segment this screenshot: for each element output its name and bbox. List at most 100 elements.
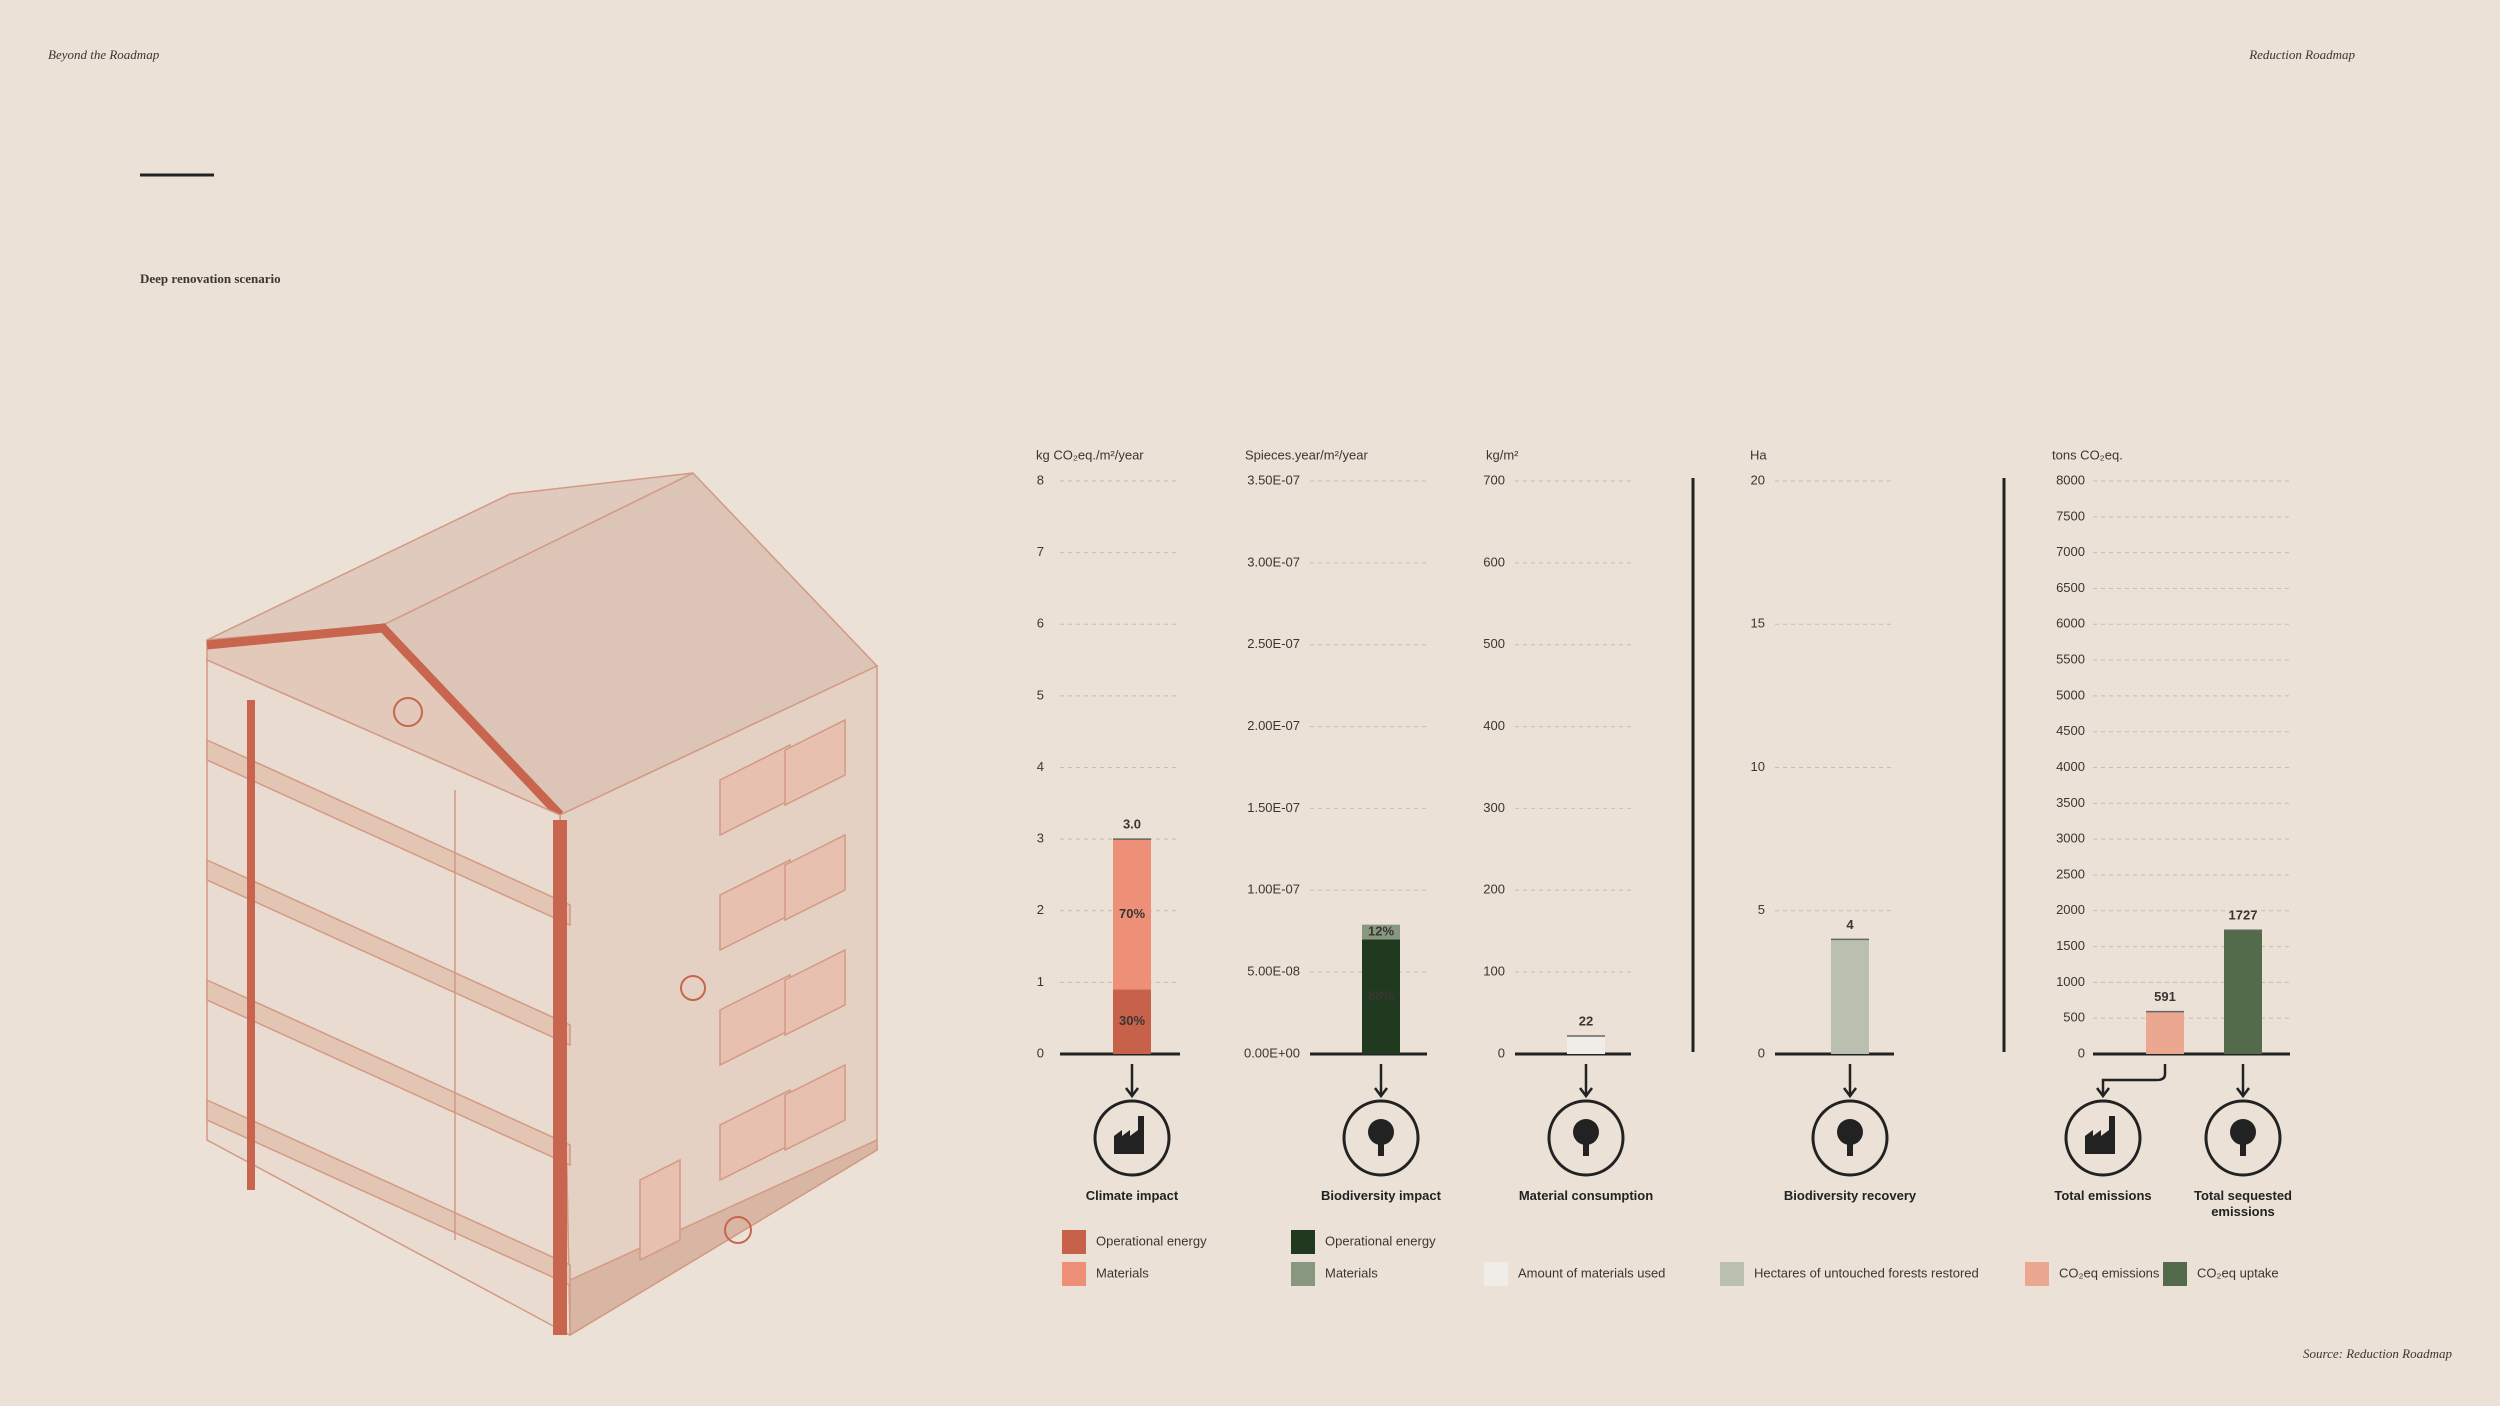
y-tick-label: 5: [1758, 902, 1765, 917]
y-tick-label: 2000: [2056, 902, 2085, 917]
legend-label: Operational energy: [1325, 1233, 1436, 1248]
unit-label: kg/m²: [1486, 447, 1519, 462]
arrowhead: [1843, 1087, 1857, 1099]
y-tick-label: 1.00E-07: [1247, 882, 1300, 897]
y-tick-label: 4500: [2056, 723, 2085, 738]
value-label: 4: [1846, 917, 1854, 932]
bar: [1362, 924, 1400, 940]
value-label: 591: [2154, 989, 2176, 1004]
y-tick-label: 20: [1751, 472, 1765, 487]
y-tick-label: 2.50E-07: [1247, 636, 1300, 651]
share-label: 88%: [1368, 988, 1394, 1003]
y-tick-label: 2.00E-07: [1247, 718, 1300, 733]
building-illustration: [206, 472, 879, 1337]
y-tick-label: 700: [1483, 472, 1505, 487]
y-tick-label: 6000: [2056, 616, 2085, 631]
y-tick-label: 400: [1483, 718, 1505, 733]
arrowhead: [1374, 1087, 1388, 1099]
title: Deep renovation scenario: [140, 271, 281, 286]
total-label: 3.0: [1123, 817, 1141, 832]
legend-label: CO₂eq uptake: [2197, 1265, 2279, 1280]
unit-label: tons CO₂eq.: [2052, 447, 2123, 462]
category-label: Total sequested emissions: [2193, 1188, 2292, 1219]
y-tick-label: 3500: [2056, 795, 2085, 810]
icon: [2204, 1099, 2282, 1177]
y-tick-label: 200: [1483, 882, 1505, 897]
y-tick-label: 7000: [2056, 544, 2085, 559]
y-tick-label: 3.50E-07: [1247, 472, 1300, 487]
category-label: Biodiversity impact: [1321, 1188, 1441, 1203]
share-label: 12%: [1368, 923, 1394, 938]
icon-glyph: [1114, 1116, 1144, 1154]
y-tick-label: 1000: [2056, 974, 2085, 989]
value-label: 1727: [2229, 908, 2258, 923]
legend-label: Amount of materials used: [1518, 1265, 1665, 1280]
legend-swatch: [1484, 1262, 1508, 1286]
legend-label: Hectares of untouched forests restored: [1754, 1265, 1979, 1280]
unit-label: Spieces.year/m²/year: [1245, 447, 1368, 462]
legend-label: Operational energy: [1096, 1233, 1207, 1248]
y-tick-label: 0.00E+00: [1244, 1045, 1300, 1060]
y-tick-label: 4000: [2056, 759, 2085, 774]
legend-label: CO₂eq emissions: [2059, 1265, 2160, 1280]
category-label: Total emissions: [2054, 1188, 2152, 1203]
y-tick-label: 5500: [2056, 652, 2085, 667]
unit-label: kg CO₂eq./m²/year: [1036, 447, 1144, 462]
y-tick-label: 8: [1037, 472, 1044, 487]
y-tick-label: 600: [1483, 554, 1505, 569]
category-label: Climate impact: [1085, 1188, 1179, 1203]
icon-glyph: [2230, 1119, 2256, 1145]
y-tick-label: 300: [1483, 800, 1505, 815]
y-tick-label: 5000: [2056, 687, 2085, 702]
y-tick-label: 5.00E-08: [1247, 964, 1300, 979]
y-tick-label: 2: [1037, 902, 1044, 917]
icon-glyph: [1378, 1142, 1384, 1156]
legend-swatch: [2025, 1262, 2049, 1286]
icon-glyph: [1847, 1142, 1853, 1156]
header-left: Beyond the Roadmap: [48, 47, 160, 62]
legend-label: Materials: [1096, 1265, 1149, 1280]
y-tick-label: 5: [1037, 687, 1044, 702]
y-tick-label: 100: [1483, 964, 1505, 979]
bar: [1113, 839, 1151, 990]
legend-swatch: [1720, 1262, 1744, 1286]
legend-swatch: [1291, 1230, 1315, 1254]
arrowhead: [1579, 1087, 1593, 1099]
header-right: Reduction Roadmap: [2248, 47, 2355, 62]
legend-label: Materials: [1325, 1265, 1378, 1280]
icon: [1342, 1099, 1420, 1177]
share-label: 30%: [1119, 1013, 1145, 1028]
bar: [1113, 989, 1151, 1054]
bar: [1831, 939, 1869, 1054]
y-tick-label: 0: [1758, 1045, 1765, 1060]
unit-label: Ha: [1750, 447, 1767, 462]
value-label: 22: [1579, 1013, 1593, 1028]
y-tick-label: 0: [1498, 1045, 1505, 1060]
bar: [1567, 1035, 1605, 1054]
y-tick-label: 3.00E-07: [1247, 554, 1300, 569]
arrowhead: [2236, 1087, 2250, 1099]
bar: [2224, 930, 2262, 1054]
y-tick-label: 6: [1037, 616, 1044, 631]
arrow: [2101, 1064, 2167, 1094]
y-tick-label: 0: [1037, 1045, 1044, 1060]
y-tick-label: 4: [1037, 759, 1044, 774]
y-tick-label: 1: [1037, 974, 1044, 989]
icon-glyph: [1837, 1119, 1863, 1145]
legend-swatch: [1062, 1262, 1086, 1286]
legend-swatch: [1291, 1262, 1315, 1286]
icon: [1547, 1099, 1625, 1177]
legend-swatch: [2163, 1262, 2187, 1286]
y-tick-label: 7500: [2056, 508, 2085, 523]
icon: [2064, 1099, 2142, 1177]
category-label: Biodiversity recovery: [1783, 1188, 1917, 1203]
y-tick-label: 500: [2063, 1010, 2085, 1025]
y-tick-label: 6500: [2056, 580, 2085, 595]
y-tick-label: 15: [1751, 616, 1765, 631]
y-tick-label: 3000: [2056, 831, 2085, 846]
share-label: 70%: [1119, 906, 1145, 921]
icon-glyph: [1573, 1119, 1599, 1145]
arrowhead: [1125, 1087, 1139, 1099]
icon: [1811, 1099, 1889, 1177]
y-tick-label: 1500: [2056, 938, 2085, 953]
